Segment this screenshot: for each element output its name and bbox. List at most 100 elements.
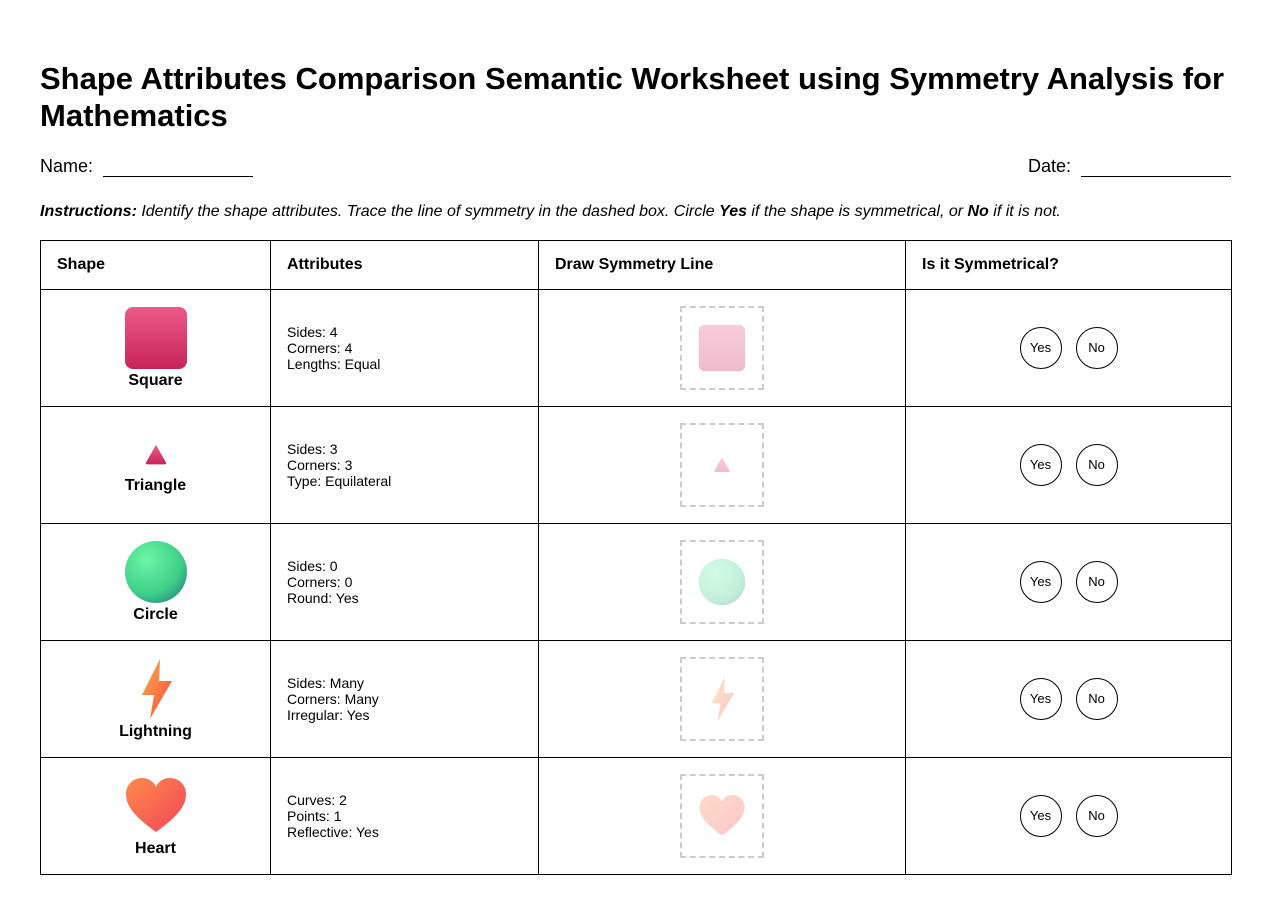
instructions-no: No: [967, 203, 989, 220]
shape-graphic: [145, 445, 165, 464]
attribute: Corners: 0: [287, 574, 353, 590]
attributes-cell: Sides: 0 Corners: 0 Round: Yes: [270, 523, 539, 641]
column-header: Shape: [40, 240, 271, 290]
answer-option[interactable]: No: [1075, 327, 1118, 369]
instructions-text: Identify the shape attributes. Trace the…: [136, 203, 720, 220]
name-label: Name:: [40, 156, 94, 176]
attribute: Points: 1: [287, 808, 342, 824]
answer-option[interactable]: Yes: [1019, 795, 1062, 837]
answer-option[interactable]: Yes: [1019, 327, 1062, 369]
shape-cell: Square: [40, 289, 271, 407]
shape-row: Heart Curves: 2 Points: 1 Reflective: Yes Ye…: [40, 757, 1232, 875]
shape-name: Circle: [133, 606, 178, 623]
shape-graphic: [712, 677, 735, 722]
attribute: Sides: Many: [287, 675, 365, 691]
shape-row: Lightning Sides: Many Corners: Many Irregul…: [40, 640, 1232, 758]
instructions-yes: Yes: [719, 203, 747, 220]
shape-icon: [707, 450, 737, 480]
name-line[interactable]: [103, 156, 254, 177]
worksheet: Shape Attributes Comparison Semantic Wor…: [40, 60, 1232, 875]
shape-icon: [124, 306, 188, 370]
shape-icon: [698, 792, 746, 840]
title: Shape Attributes Comparison Semantic Wor…: [40, 61, 1225, 133]
meta-row: Name: Date:: [40, 156, 1231, 177]
instructions: Instructions: Identify the shape attribu…: [40, 203, 1231, 221]
trace-box[interactable]: [680, 774, 764, 858]
shape-row: Square Sides: 4 Corners: 4 Lengths: Equal Ye…: [40, 289, 1232, 407]
column-header: Attributes: [270, 240, 539, 290]
table-body: Square Sides: 4 Corners: 4 Lengths: Equal Ye…: [40, 289, 1232, 875]
shape-graphic: [125, 307, 187, 369]
trace-cell: [538, 406, 906, 524]
header-row: Shape Attributes Draw Symmetry Line Is i…: [40, 240, 1232, 290]
shape-cell: Circle: [40, 523, 271, 641]
answer-option[interactable]: No: [1075, 444, 1118, 486]
attributes-cell: Sides: 3 Corners: 3 Type: Equilateral: [270, 406, 539, 524]
shape-graphic: [125, 541, 187, 603]
attribute: Irregular: Yes: [287, 707, 370, 723]
trace-cell: [538, 523, 906, 641]
date-field: Date:: [1028, 156, 1231, 177]
shape-graphic: [714, 458, 729, 473]
attribute: Reflective: Yes: [287, 824, 379, 840]
trace-box[interactable]: [680, 423, 764, 507]
shape-graphic: [126, 778, 186, 832]
shape-icon: [124, 774, 188, 838]
shape-graphic: [699, 559, 746, 606]
attribute: Round: Yes: [287, 590, 359, 606]
attribute: Sides: 0: [287, 558, 338, 574]
name-field: Name:: [40, 156, 254, 177]
attributes-cell: Curves: 2 Points: 1 Reflective: Yes: [270, 757, 539, 875]
shape-cell: Triangle: [40, 406, 271, 524]
shape-name: Lightning: [119, 723, 192, 740]
shape-name: Heart: [135, 840, 176, 857]
date-line[interactable]: [1081, 156, 1231, 177]
answer-cell: Yes No: [905, 757, 1232, 875]
answer-option[interactable]: No: [1075, 678, 1118, 720]
instructions-text: if it is not.: [988, 203, 1061, 220]
trace-cell: [538, 757, 906, 875]
attribute: Lengths: Equal: [287, 356, 381, 372]
attribute: Sides: 4: [287, 324, 338, 340]
column-header: Draw Symmetry Line: [538, 240, 906, 290]
shape-icon: [124, 657, 188, 721]
shape-name: Triangle: [124, 477, 187, 494]
attributes-cell: Sides: Many Corners: Many Irregular: Yes: [270, 640, 539, 758]
answer-cell: Yes No: [905, 289, 1232, 407]
shape-icon: [136, 435, 176, 475]
instructions-lead: Instructions:: [40, 203, 137, 220]
shape-icon: [698, 675, 746, 723]
shape-cell: Heart: [40, 757, 271, 875]
trace-cell: [538, 289, 906, 407]
answer-option[interactable]: Yes: [1019, 561, 1062, 603]
instructions-text: if the shape is symmetrical, or: [746, 203, 968, 220]
worksheet-table: Shape Attributes Draw Symmetry Line Is i…: [40, 240, 1232, 875]
attribute: Corners: 4: [287, 340, 353, 356]
shape-graphic: [700, 795, 745, 836]
date-label: Date:: [1027, 156, 1071, 176]
shape-row: Triangle Sides: 3 Corners: 3 Type: Equilate…: [40, 406, 1232, 524]
attribute: Corners: 3: [287, 457, 353, 473]
answer-option[interactable]: No: [1075, 795, 1118, 837]
attribute: Corners: Many: [287, 691, 379, 707]
shape-cell: Lightning: [40, 640, 271, 758]
shape-graphic: [699, 325, 746, 372]
trace-box[interactable]: [680, 657, 764, 741]
shape-icon: [698, 558, 746, 606]
answer-cell: Yes No: [905, 640, 1232, 758]
attribute: Sides: 3: [287, 441, 338, 457]
shape-icon: [124, 540, 188, 604]
shape-icon: [698, 324, 746, 372]
attribute: Curves: 2: [287, 792, 347, 808]
column-header: Is it Symmetrical?: [905, 240, 1232, 290]
answer-option[interactable]: Yes: [1019, 444, 1062, 486]
attributes-cell: Sides: 4 Corners: 4 Lengths: Equal: [270, 289, 539, 407]
answer-option[interactable]: No: [1075, 561, 1118, 603]
shape-row: Circle Sides: 0 Corners: 0 Round: Yes Yes No: [40, 523, 1232, 641]
trace-box[interactable]: [680, 540, 764, 624]
shape-graphic: [142, 659, 172, 719]
answer-option[interactable]: Yes: [1019, 678, 1062, 720]
trace-box[interactable]: [680, 306, 764, 390]
